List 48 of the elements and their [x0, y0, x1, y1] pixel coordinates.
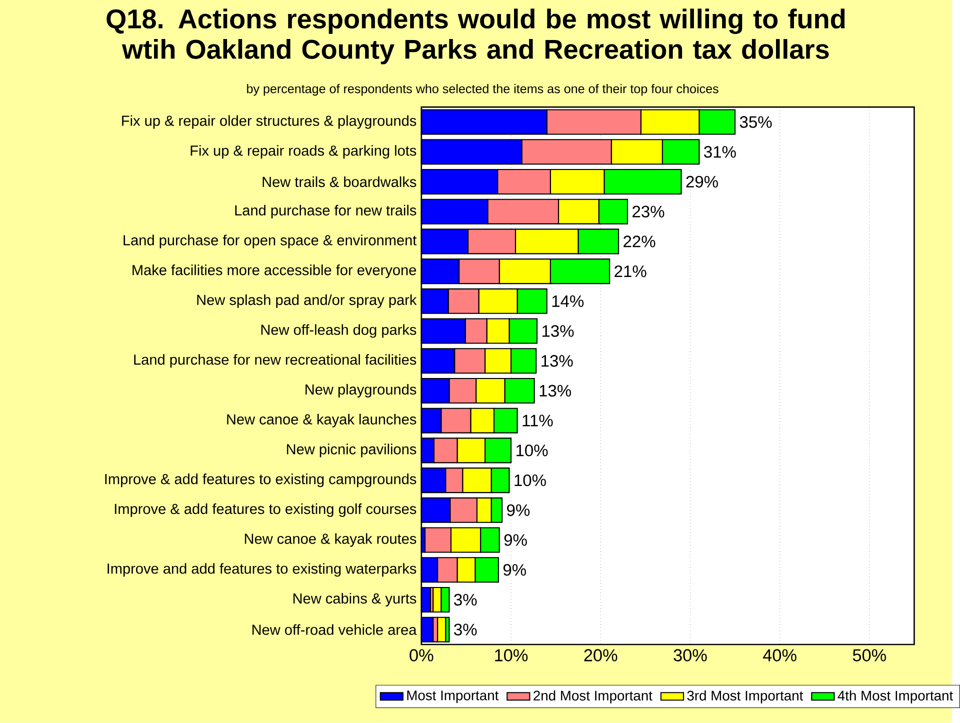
y-tick-label: Improve and add features to existing waterparks: [108, 563, 416, 577]
chart-subtitle: by percentage of respondents who selected the items as one of their top four choices: [247, 84, 718, 96]
y-tick-label: New splash pad and/or spray park: [197, 294, 417, 308]
y-tick-label: Fix up & repair older structures & playgrounds: [122, 115, 416, 129]
y-tick-label: New cabins & yurts: [293, 593, 416, 607]
total-label: 22%: [624, 236, 656, 248]
y-tick-label: Make facilities more accessible for everyone: [132, 264, 416, 278]
total-label: 13%: [540, 384, 572, 397]
y-tick-label: New canoe & kayak routes: [244, 533, 416, 547]
total-label: 11%: [522, 414, 553, 426]
total-label: 9%: [504, 534, 527, 546]
chart-title: Q18. Actions respondents would be most willing to fund wtih Oakland County Parks and Recreation tax dollars: [106, 8, 845, 64]
y-tick-label: Land purchase for new trails: [235, 204, 416, 218]
total-label: 3%: [454, 624, 477, 636]
total-label: 13%: [542, 355, 573, 367]
y-tick-label: New playgrounds: [306, 384, 416, 398]
y-tick-label: New picnic pavilions: [287, 444, 416, 458]
legend-label: 3rd Most Important: [687, 690, 804, 704]
total-label: 9%: [507, 504, 530, 516]
legend-label: Most Important: [407, 690, 499, 704]
total-label: 14%: [552, 295, 584, 308]
total-label: 21%: [614, 266, 646, 278]
y-tick-label: New trails & boardwalks: [262, 176, 416, 188]
x-tick-label: 10%: [495, 649, 528, 662]
y-tick-label: New canoe & kayak launches: [227, 414, 416, 428]
x-tick-label: 50%: [852, 649, 886, 662]
y-tick-label: New off-leash dog parks: [261, 324, 416, 338]
y-tick-label: Land purchase for open space & environment: [124, 234, 417, 248]
x-tick-label: 40%: [763, 649, 796, 662]
total-label: 9%: [503, 564, 526, 576]
y-tick-label: New off-road vehicle area: [252, 624, 417, 636]
total-label: 23%: [632, 206, 664, 218]
y-tick-label: Improve & add features to existing campgrounds: [105, 474, 416, 488]
legend-label: 2nd Most Important: [534, 690, 652, 704]
x-tick-label: 0%: [410, 649, 434, 662]
total-label: 10%: [514, 474, 546, 486]
total-label: 13%: [542, 325, 574, 337]
total-label: 35%: [740, 116, 772, 128]
x-tick-label: 30%: [674, 649, 707, 662]
y-tick-label: Improve & add features to existing golf courses: [114, 503, 416, 518]
total-label: 29%: [686, 176, 718, 188]
total-label: 10%: [516, 444, 548, 456]
y-tick-label: Land purchase for new recreational facilities: [134, 354, 416, 368]
x-tick-label: 20%: [584, 649, 618, 662]
legend-label: 4th Most Important: [838, 690, 954, 704]
y-tick-label: Fix up & repair roads & parking lots: [190, 145, 416, 159]
total-label: 3%: [454, 594, 477, 606]
total-label: 31%: [704, 146, 736, 158]
